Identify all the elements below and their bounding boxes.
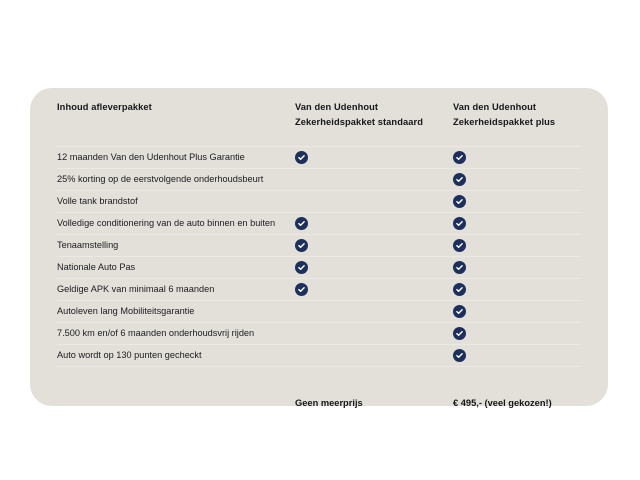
check-circle-icon	[453, 195, 466, 208]
cell-plus	[453, 349, 581, 362]
table-row: Nationale Auto Pas	[57, 257, 581, 279]
cell-standard	[295, 239, 453, 252]
column-header-plus: Van den Udenhout Zekerheidspakket plus	[453, 100, 581, 129]
check-circle-icon	[295, 283, 308, 296]
table-footer-row: Geen meerprijs € 495,- (veel gekozen!)	[57, 388, 581, 418]
feature-label: Tenaamstelling	[57, 240, 119, 250]
feature-label: Geldige APK van minimaal 6 maanden	[57, 284, 215, 294]
feature-label: Volledige conditionering van de auto bin…	[57, 218, 276, 228]
feature-label: Nationale Auto Pas	[57, 262, 136, 272]
delivery-package-comparison-card: Inhoud afleverpakket Van den Udenhout Ze…	[30, 88, 608, 408]
column-header-standard-line1: Van den Udenhout	[295, 102, 379, 112]
check-circle-icon	[453, 173, 466, 186]
footer-price-standard: Geen meerprijs	[295, 398, 363, 408]
cell-plus	[453, 151, 581, 164]
check-circle-icon	[295, 261, 308, 274]
check-circle-icon	[453, 349, 466, 362]
table-row: 25% korting op de eerstvolgende onderhou…	[57, 169, 581, 191]
cell-standard	[295, 327, 453, 340]
check-circle-icon	[295, 239, 308, 252]
table-row: Volledige conditionering van de auto bin…	[57, 213, 581, 235]
check-circle-icon	[453, 217, 466, 230]
cell-standard	[295, 217, 453, 230]
cell-standard	[295, 349, 453, 362]
feature-label: 7.500 km en/of 6 maanden onderhoudsvrij …	[57, 328, 255, 338]
cell-standard	[295, 305, 453, 318]
feature-label: 25% korting op de eerstvolgende onderhou…	[57, 174, 264, 184]
feature-label: 12 maanden Van den Udenhout Plus Garanti…	[57, 152, 245, 162]
cell-plus	[453, 261, 581, 274]
feature-label: Autoleven lang Mobiliteitsgarantie	[57, 306, 195, 316]
table-row: 12 maanden Van den Udenhout Plus Garanti…	[57, 146, 581, 169]
cell-plus	[453, 305, 581, 318]
table-header-row: Inhoud afleverpakket Van den Udenhout Ze…	[57, 100, 581, 144]
cell-standard	[295, 261, 453, 274]
column-header-plus-line1: Van den Udenhout	[453, 102, 537, 112]
cell-plus	[453, 239, 581, 252]
cell-standard	[295, 173, 453, 186]
feature-label: Volle tank brandstof	[57, 196, 138, 206]
column-header-plus-line2: Zekerheidspakket plus	[453, 116, 556, 127]
column-header-feature-label: Inhoud afleverpakket	[57, 102, 152, 112]
cell-plus	[453, 173, 581, 186]
cell-plus	[453, 283, 581, 296]
footer-price-plus: € 495,- (veel gekozen!)	[453, 398, 552, 408]
check-circle-icon	[453, 327, 466, 340]
table-row: Autoleven lang Mobiliteitsgarantie	[57, 301, 581, 323]
cell-plus	[453, 327, 581, 340]
comparison-table: Inhoud afleverpakket Van den Udenhout Ze…	[57, 100, 581, 418]
cell-plus	[453, 195, 581, 208]
check-circle-icon	[453, 305, 466, 318]
check-circle-icon	[295, 151, 308, 164]
cell-standard	[295, 151, 453, 164]
column-header-standard-line2: Zekerheidspakket standaard	[295, 116, 423, 127]
check-circle-icon	[453, 239, 466, 252]
feature-label: Auto wordt op 130 punten gecheckt	[57, 350, 202, 360]
check-circle-icon	[453, 151, 466, 164]
check-circle-icon	[453, 283, 466, 296]
column-header-standard: Van den Udenhout Zekerheidspakket standa…	[295, 100, 453, 129]
check-circle-icon	[453, 261, 466, 274]
table-row: 7.500 km en/of 6 maanden onderhoudsvrij …	[57, 323, 581, 345]
check-circle-icon	[295, 217, 308, 230]
table-body: 12 maanden Van den Udenhout Plus Garanti…	[57, 146, 581, 367]
cell-standard	[295, 195, 453, 208]
table-row: Auto wordt op 130 punten gecheckt	[57, 345, 581, 367]
column-header-feature: Inhoud afleverpakket	[57, 100, 295, 115]
cell-plus	[453, 217, 581, 230]
table-row: Geldige APK van minimaal 6 maanden	[57, 279, 581, 301]
table-row: Tenaamstelling	[57, 235, 581, 257]
cell-standard	[295, 283, 453, 296]
table-row: Volle tank brandstof	[57, 191, 581, 213]
